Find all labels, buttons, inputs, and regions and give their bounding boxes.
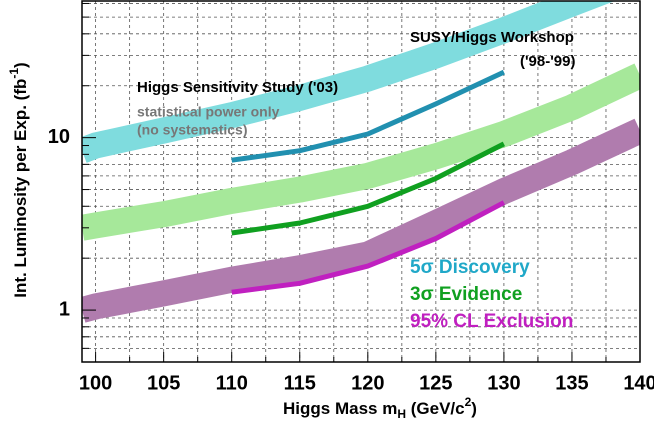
y-tick-label: 10: [48, 126, 70, 148]
y-tick-label: 1: [59, 298, 70, 320]
band: [82, 63, 640, 241]
x-tick-label: 100: [79, 372, 112, 394]
plot-area: [82, 1, 640, 323]
x-tick-label: 115: [284, 372, 316, 394]
legend-entry: 3σ Evidence: [410, 284, 522, 305]
x-tick-label: 105: [147, 372, 180, 394]
annotation: ('98-'99): [520, 53, 576, 70]
line: [231, 200, 506, 295]
annotation: SUSY/Higgs Workshop: [410, 29, 574, 46]
band: [82, 118, 640, 323]
annotation: statistical power only: [137, 104, 280, 120]
plot-frame: [81, 0, 641, 363]
annotation: (no systematics): [137, 122, 247, 138]
y-axis-label: Int. Luminosity per Exp. (fb-1): [7, 62, 30, 297]
x-tick-label: 110: [216, 372, 248, 394]
x-tick-label: 130: [487, 372, 520, 394]
annotation: Higgs Sensitivity Study ('03): [137, 79, 338, 96]
legend-entry: 95% CL Exclusion: [410, 311, 573, 332]
x-tick-label: 135: [555, 372, 588, 394]
legend-entry: 5σ Discovery: [410, 257, 530, 278]
x-tick-label: 140: [623, 372, 654, 394]
x-tick-label: 120: [351, 372, 384, 394]
band: [82, 1, 615, 163]
x-axis-label: Higgs Mass mH (GeV/c2): [283, 395, 477, 421]
line: [231, 141, 506, 236]
line: [231, 69, 505, 163]
x-tick-label: 125: [419, 372, 452, 394]
